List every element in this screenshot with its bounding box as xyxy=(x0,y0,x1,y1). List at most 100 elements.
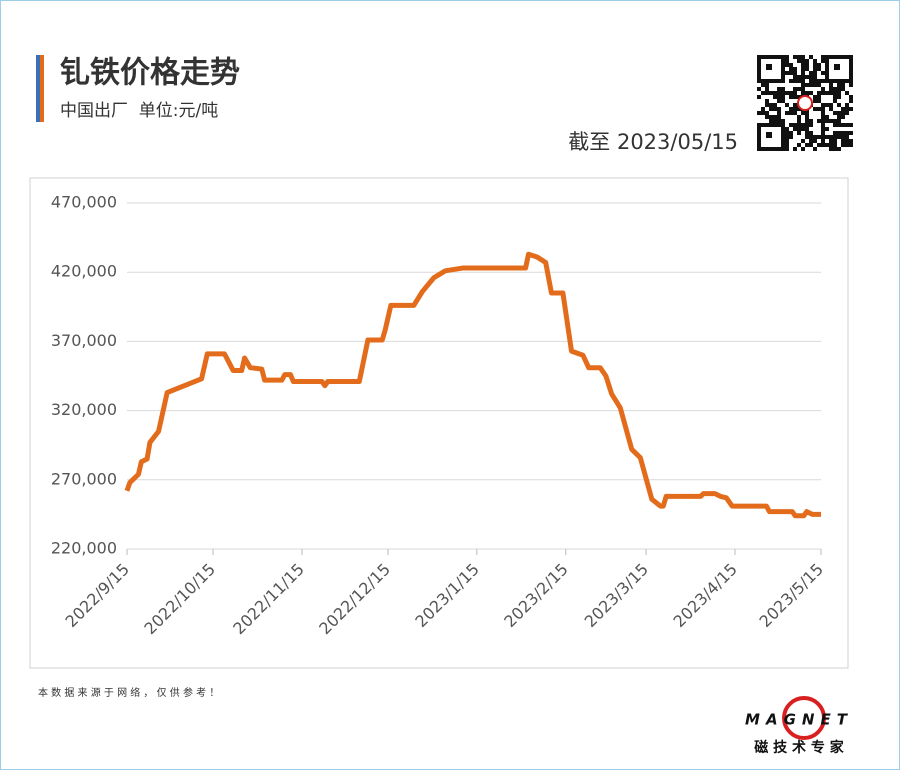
qr-cell xyxy=(829,147,833,151)
qr-cell xyxy=(821,59,825,63)
qr-cell xyxy=(793,87,797,91)
qr-cell xyxy=(821,131,825,135)
qr-cell xyxy=(761,91,765,95)
qr-cell xyxy=(809,123,813,127)
qr-cell xyxy=(837,135,841,139)
qr-cell xyxy=(821,87,825,91)
qr-cell xyxy=(805,143,809,147)
qr-cell xyxy=(765,103,769,107)
qr-cell xyxy=(785,111,789,115)
qr-cell xyxy=(829,107,833,111)
qr-cell xyxy=(797,95,801,99)
qr-cell xyxy=(805,127,809,131)
logo-ring xyxy=(782,696,826,740)
qr-cell xyxy=(785,103,789,107)
qr-cell xyxy=(781,87,785,91)
qr-cell xyxy=(817,143,821,147)
qr-cell xyxy=(821,139,825,143)
date-note: 截至 2023/05/15 xyxy=(568,130,738,154)
qr-cell xyxy=(809,75,813,79)
qr-cell xyxy=(785,135,789,139)
logo-subtext: 磁 技 术 专 家 xyxy=(754,739,844,756)
qr-cell xyxy=(833,99,837,103)
qr-cell xyxy=(837,111,841,115)
data-line xyxy=(124,251,821,519)
qr-cell xyxy=(829,83,833,87)
qr-logo xyxy=(797,95,813,111)
qr-cell xyxy=(785,143,789,147)
qr-cell xyxy=(841,131,845,135)
qr-cell xyxy=(833,147,837,151)
qr-cell xyxy=(809,83,813,87)
qr-cell xyxy=(793,71,797,75)
qr-cell xyxy=(813,107,817,111)
qr-cell xyxy=(785,127,789,131)
qr-cell xyxy=(793,55,797,59)
qr-cell xyxy=(793,91,797,95)
qr-cell xyxy=(845,107,849,111)
qr-cell xyxy=(813,83,817,87)
qr-cell xyxy=(765,91,769,95)
qr-cell xyxy=(817,91,821,95)
qr-cell xyxy=(801,111,805,115)
qr-cell xyxy=(825,103,829,107)
qr-cell xyxy=(797,59,801,63)
qr-cell xyxy=(845,123,849,127)
qr-cell xyxy=(785,91,789,95)
qr-cell xyxy=(769,119,773,123)
qr-cell xyxy=(833,119,837,123)
qr-cell xyxy=(813,75,817,79)
qr-cell xyxy=(785,139,789,143)
qr-cell xyxy=(793,123,797,127)
qr-cell xyxy=(805,111,809,115)
qr-cell xyxy=(821,107,825,111)
qr-cell xyxy=(841,139,845,143)
qr-cell xyxy=(765,87,769,91)
qr-cell xyxy=(773,103,777,107)
qr-cell xyxy=(837,95,841,99)
qr-cell xyxy=(821,91,825,95)
qr-cell xyxy=(813,147,817,151)
qr-cell xyxy=(793,67,797,71)
qr-cell xyxy=(781,119,785,123)
qr-cell xyxy=(769,107,773,111)
qr-cell xyxy=(761,111,765,115)
qr-cell xyxy=(821,111,825,115)
qr-cell xyxy=(797,55,801,59)
qr-cell xyxy=(773,115,777,119)
qr-cell xyxy=(849,139,853,143)
qr-cell xyxy=(805,119,809,123)
qr-cell xyxy=(781,91,785,95)
qr-cell xyxy=(845,91,849,95)
qr-cell xyxy=(797,119,801,123)
qr-cell xyxy=(769,115,773,119)
qr-cell xyxy=(837,91,841,95)
qr-cell xyxy=(817,107,821,111)
qr-cell xyxy=(837,147,841,151)
qr-finder xyxy=(825,55,853,83)
qr-cell xyxy=(797,115,801,119)
qr-cell xyxy=(821,55,825,59)
qr-cell xyxy=(849,143,853,147)
qr-cell xyxy=(793,147,797,151)
qr-cell xyxy=(813,135,817,139)
qr-cell xyxy=(785,131,789,135)
qr-cell xyxy=(765,99,769,103)
qr-cell xyxy=(773,91,777,95)
qr-cell xyxy=(845,143,849,147)
qr-cell xyxy=(849,131,853,135)
qr-cell xyxy=(809,119,813,123)
qr-cell xyxy=(801,71,805,75)
qr-cell xyxy=(789,123,793,127)
qr-cell xyxy=(805,131,809,135)
qr-cell xyxy=(801,139,805,143)
qr-cell xyxy=(809,91,813,95)
qr-cell xyxy=(777,119,781,123)
qr-cell xyxy=(829,87,833,91)
qr-cell xyxy=(793,75,797,79)
qr-cell xyxy=(849,123,853,127)
y-tick-label: 320,000 xyxy=(51,400,117,419)
qr-cell xyxy=(849,99,853,103)
chart-title: 钆铁价格走势 xyxy=(60,56,240,91)
y-tick-label: 220,000 xyxy=(51,539,117,558)
